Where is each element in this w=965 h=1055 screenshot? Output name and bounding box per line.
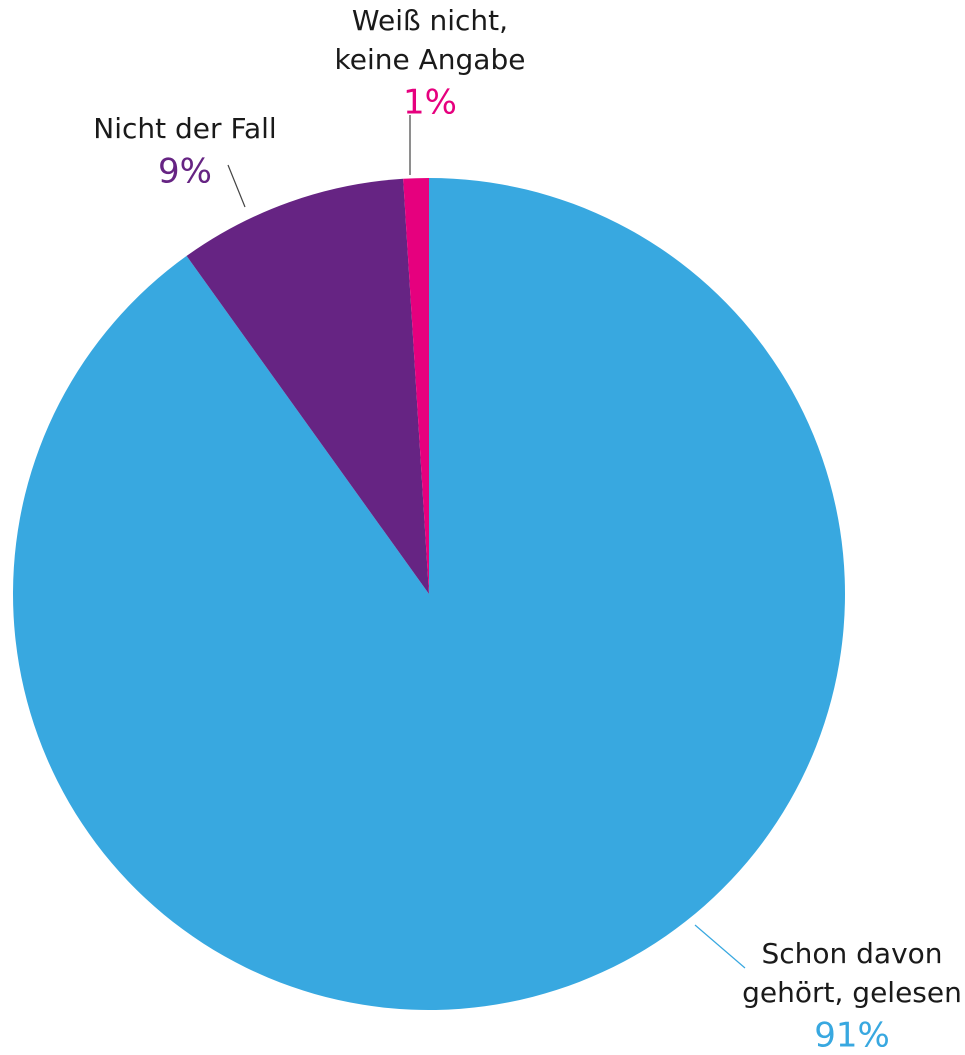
value-label: 9%: [158, 152, 212, 192]
slice-label: keine Angabe: [335, 43, 526, 76]
slice-label: Schon davon: [761, 937, 942, 970]
value-label: 91%: [814, 1016, 890, 1055]
pie-slice: [186, 178, 429, 594]
leader-line: [694, 924, 746, 969]
slice-label: Weiß nicht,: [352, 4, 508, 37]
slice-label: gehört, gelesen: [742, 976, 962, 1009]
slice-label: Nicht der Fall: [93, 112, 276, 145]
value-label: 1%: [403, 83, 457, 123]
leader-line: [227, 164, 246, 208]
pie-slice: [403, 178, 429, 594]
